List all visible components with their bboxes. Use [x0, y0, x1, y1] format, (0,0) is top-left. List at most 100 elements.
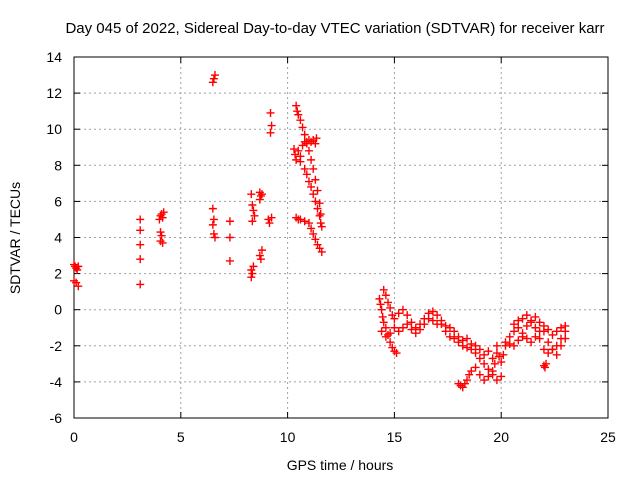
data-point-marker — [300, 217, 309, 226]
data-point-marker — [292, 155, 301, 164]
data-point-marker — [294, 110, 303, 119]
data-point-marker — [311, 197, 320, 206]
data-point-marker — [407, 318, 416, 327]
data-point-marker — [463, 376, 472, 385]
data-point-marker — [450, 334, 459, 343]
data-point-marker — [267, 121, 276, 130]
data-point-marker — [159, 208, 168, 217]
data-point-marker — [475, 345, 484, 354]
data-point-marker — [548, 330, 557, 339]
data-point-marker — [510, 320, 519, 329]
data-point-marker — [247, 190, 256, 199]
data-point-marker — [302, 170, 311, 179]
data-point-marker — [208, 220, 217, 229]
data-point-marker — [225, 233, 234, 242]
data-point-marker — [522, 321, 531, 330]
data-point-marker — [518, 332, 527, 341]
data-point-marker — [561, 327, 570, 336]
data-point-marker — [480, 376, 489, 385]
data-point-marker — [156, 228, 165, 237]
data-point-marker — [398, 323, 407, 332]
data-point-marker — [463, 343, 472, 352]
data-point-marker — [307, 155, 316, 164]
data-point-marker — [74, 282, 83, 291]
data-point-marker — [518, 314, 527, 323]
data-point-marker — [433, 320, 442, 329]
data-point-marker — [441, 321, 450, 330]
data-point-marker — [510, 341, 519, 350]
data-point-marker — [475, 370, 484, 379]
data-point-marker — [522, 311, 531, 320]
y-tick-label: 6 — [54, 193, 62, 209]
data-point-marker — [267, 213, 276, 222]
data-point-marker — [158, 213, 167, 222]
data-point-marker — [309, 229, 318, 238]
data-point-marker — [136, 280, 145, 289]
data-point-marker — [437, 316, 446, 325]
data-point-marker — [539, 345, 548, 354]
x-tick-label: 15 — [387, 429, 403, 445]
data-points — [70, 71, 570, 392]
y-tick-label: 0 — [54, 302, 62, 318]
data-point-marker — [540, 363, 549, 372]
data-point-marker — [381, 323, 390, 332]
data-point-marker — [256, 255, 265, 264]
y-tick-label: 10 — [46, 121, 62, 137]
data-point-marker — [377, 327, 386, 336]
data-point-marker — [471, 349, 480, 358]
data-point-marker — [488, 354, 497, 363]
data-point-marker — [510, 327, 519, 336]
data-point-marker — [495, 352, 504, 361]
y-tick-label: -6 — [50, 410, 63, 426]
data-point-marker — [527, 338, 536, 347]
data-point-marker — [307, 224, 316, 233]
data-point-marker — [407, 325, 416, 334]
data-point-marker — [433, 311, 442, 320]
data-point-marker — [265, 219, 274, 228]
data-point-marker — [557, 341, 566, 350]
data-point-marker — [445, 332, 454, 341]
data-point-marker — [248, 217, 257, 226]
data-point-marker — [463, 334, 472, 343]
data-point-marker — [428, 307, 437, 316]
data-point-marker — [488, 367, 497, 376]
data-point-marker — [467, 339, 476, 348]
data-point-marker — [376, 300, 385, 309]
data-point-marker — [454, 332, 463, 341]
data-point-marker — [535, 334, 544, 343]
data-point-marker — [501, 338, 510, 347]
data-point-marker — [394, 327, 403, 336]
data-point-marker — [497, 372, 506, 381]
data-point-marker — [544, 349, 553, 358]
data-point-marker — [428, 316, 437, 325]
data-point-marker — [552, 327, 561, 336]
data-point-marker — [225, 217, 234, 226]
y-tick-label: 14 — [46, 49, 62, 65]
data-point-marker — [552, 350, 561, 359]
y-tick-label: -4 — [50, 374, 63, 390]
data-point-marker — [248, 269, 257, 278]
data-point-marker — [73, 265, 82, 274]
data-point-marker — [317, 247, 326, 256]
data-point-marker — [298, 123, 307, 132]
data-point-marker — [492, 341, 501, 350]
data-point-marker — [255, 195, 264, 204]
data-point-marker — [535, 318, 544, 327]
data-point-marker — [390, 314, 399, 323]
data-point-marker — [561, 334, 570, 343]
data-point-marker — [484, 372, 493, 381]
data-point-marker — [292, 101, 301, 110]
data-point-marker — [557, 323, 566, 332]
data-point-marker — [300, 164, 309, 173]
data-point-marker — [484, 347, 493, 356]
data-point-marker — [296, 215, 305, 224]
x-tick-label: 5 — [177, 429, 185, 445]
data-point-marker — [307, 182, 316, 191]
data-point-marker — [209, 229, 218, 238]
data-point-marker — [383, 298, 392, 307]
data-point-marker — [247, 273, 256, 282]
data-point-marker — [531, 312, 540, 321]
data-point-marker — [544, 338, 553, 347]
data-point-marker — [531, 323, 540, 332]
data-point-marker — [450, 327, 459, 336]
